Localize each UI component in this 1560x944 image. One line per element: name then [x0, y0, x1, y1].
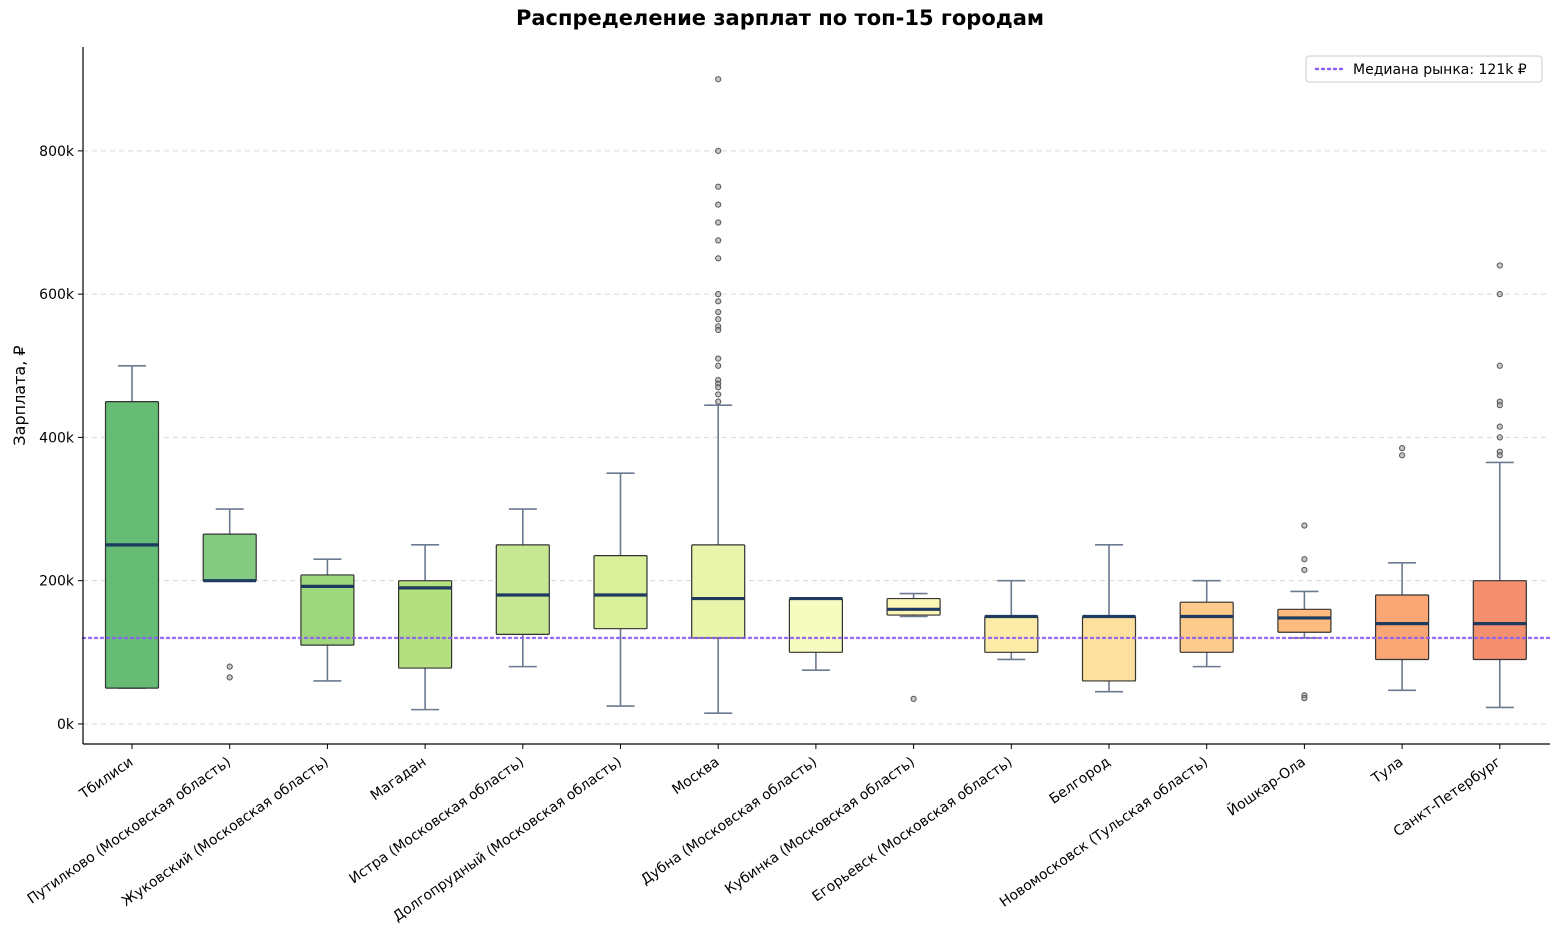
legend-label: Медиана рынка: 121k ₽	[1353, 62, 1527, 78]
flier-point	[715, 147, 722, 154]
flier-point	[715, 237, 722, 244]
flier-point	[715, 384, 722, 391]
flier-point	[1496, 291, 1503, 298]
flier-point	[715, 316, 722, 323]
flier-point	[1496, 402, 1503, 409]
x-tick-label: Санкт-Петербург	[1391, 754, 1504, 840]
box	[691, 544, 746, 639]
box	[788, 597, 844, 653]
flier-point	[715, 76, 722, 83]
box-group	[984, 579, 1039, 661]
box-plots	[104, 76, 1527, 714]
box-group	[202, 508, 257, 681]
flier-point	[715, 308, 722, 316]
flier-point	[910, 695, 917, 702]
box	[495, 544, 550, 635]
flier-point	[1496, 423, 1503, 430]
box	[1081, 615, 1137, 682]
box-group	[1081, 544, 1137, 693]
x-tick-label: Егорьевск (Московская область)	[810, 754, 1016, 905]
x-tick-label: Жуковский (Московская область)	[119, 754, 332, 910]
box-group	[1277, 522, 1332, 702]
box-group	[886, 592, 941, 702]
box-group	[1179, 579, 1234, 668]
chart-title: Распределение зарплат по топ-15 городам	[515, 6, 1045, 30]
flier-point	[715, 255, 722, 262]
flier-point	[1301, 695, 1308, 702]
flier-point	[715, 201, 722, 208]
flier-point	[226, 663, 233, 670]
flier-point	[226, 674, 233, 681]
flier-point	[715, 298, 722, 305]
y-axis-label: Зарплата, ₽	[10, 345, 29, 445]
flier-point	[1399, 452, 1406, 459]
legend-box	[1305, 55, 1543, 83]
box-group	[104, 364, 160, 689]
flier-point	[1301, 556, 1308, 563]
flier-point	[1496, 262, 1503, 269]
x-tick-label: Кубинка (Московская область)	[722, 754, 918, 898]
box-group	[593, 472, 648, 707]
box-group	[788, 596, 844, 672]
box-group	[1472, 262, 1527, 709]
x-tick-label: Тула	[1368, 754, 1406, 787]
x-tick-label: Путилково (Московская область)	[25, 754, 234, 907]
flier-point	[1496, 452, 1503, 459]
box-group	[691, 76, 746, 714]
x-tick-label: Йошкар-Ола	[1224, 753, 1309, 820]
x-tick-label: Белгород	[1047, 754, 1114, 807]
box	[886, 597, 941, 616]
flier-point	[1301, 522, 1308, 529]
flier-point	[715, 398, 722, 405]
flier-point	[1496, 434, 1503, 441]
flier-point	[715, 219, 722, 226]
x-tick-label: Новомосковск (Тульская область)	[997, 754, 1211, 911]
box	[202, 533, 257, 582]
box	[398, 580, 453, 669]
legend: Медиана рынка: 121k ₽	[1305, 55, 1543, 83]
x-tick-label: Дубна (Московская область)	[638, 754, 820, 888]
box	[1374, 594, 1430, 661]
flier-point	[715, 391, 722, 398]
x-tick-label: Истра (Московская область)	[347, 754, 528, 887]
flier-point	[715, 355, 722, 362]
box	[1472, 580, 1527, 661]
box-group	[495, 508, 550, 668]
axes: 0k 200k 400k 600k 800k Зарплата, ₽ ТбилисиПути…	[10, 47, 1550, 925]
flier-point	[715, 183, 722, 190]
box	[300, 574, 355, 646]
flier-point	[715, 326, 722, 334]
y-tick-label: 400k	[39, 430, 75, 446]
y-tick-label: 200k	[39, 574, 75, 590]
y-tick-label: 800k	[39, 144, 75, 160]
box	[1179, 601, 1234, 653]
x-tick-label: Магадан	[368, 754, 430, 804]
flier-point	[1301, 566, 1308, 574]
flier-point	[715, 291, 722, 298]
box-group	[1374, 445, 1430, 692]
flier-point	[1399, 445, 1406, 452]
box	[1277, 608, 1332, 633]
x-tick-label: Москва	[669, 754, 722, 798]
box-group	[398, 544, 453, 711]
flier-point	[1496, 362, 1503, 369]
flier-point	[715, 362, 722, 369]
y-tick-label: 0k	[57, 717, 75, 733]
box-group	[300, 558, 355, 682]
box	[593, 555, 648, 630]
box	[984, 615, 1039, 653]
y-tick-label: 600k	[39, 287, 75, 303]
x-tick-label: Тбилиси	[76, 754, 136, 803]
